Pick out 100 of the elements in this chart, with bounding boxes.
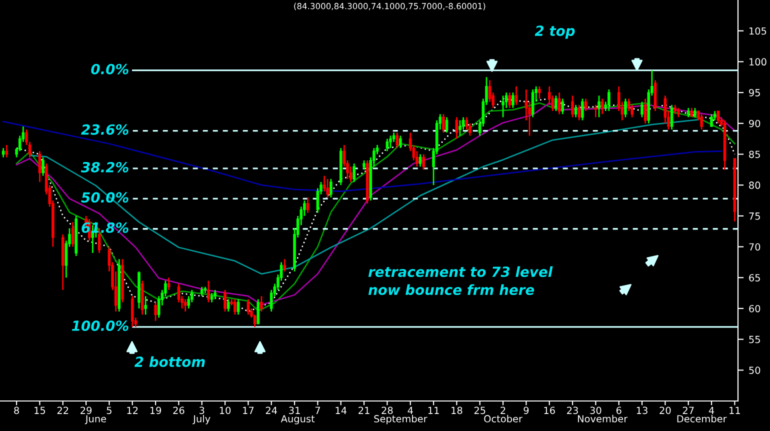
annotation: 23.6% [81, 124, 128, 135]
candlestick [581, 98, 584, 121]
candlestick [200, 286, 204, 297]
x2-tick-label: November [578, 414, 628, 422]
candlestick [710, 113, 713, 128]
candlestick [502, 94, 504, 118]
x-tick-label: 11 [428, 406, 439, 414]
x-tick-label: 29 [80, 406, 92, 414]
candlestick [574, 104, 578, 118]
candlestick [214, 289, 217, 300]
candlestick [531, 88, 534, 118]
annotation: 2 bottom [134, 356, 205, 368]
x-tick-label: 23 [567, 406, 578, 414]
candlestick [716, 110, 720, 124]
x2-tick-label: September [374, 414, 428, 424]
x-tick-label: 15 [34, 406, 46, 414]
x-tick-label: 30 [590, 406, 602, 414]
y-tick-label: 60 [749, 304, 760, 312]
candlestick [144, 295, 148, 316]
annotation: 100.0% [72, 320, 128, 331]
candlestick [670, 104, 674, 130]
candlestick [184, 298, 187, 312]
x-tick-label: 14 [336, 406, 347, 414]
y-tick-label: 55 [749, 336, 760, 344]
candlestick [234, 298, 236, 316]
candlestick [167, 276, 170, 291]
x2-tick-label: August [280, 415, 315, 424]
candlestick [42, 156, 44, 177]
x-tick-label: 24 [266, 406, 278, 414]
candlestick [362, 160, 366, 170]
candlestick [226, 298, 230, 312]
candlestick [2, 147, 5, 158]
candlestick [561, 98, 564, 115]
candlestick [207, 280, 210, 303]
annotation: now bounce frm here [368, 284, 534, 296]
candlestick [578, 104, 581, 121]
candlestick [508, 92, 512, 109]
candlestick [598, 94, 600, 118]
y-tick-label: 100 [749, 58, 766, 66]
candlestick [686, 107, 690, 118]
candlestick [538, 86, 541, 100]
candlestick [442, 113, 445, 134]
x-tick-label: 22 [57, 406, 68, 414]
x2-tick-label: June [84, 415, 106, 424]
chart-title: (84.3000,84.3000,74.1000,75.7000,-8.60001) [294, 2, 486, 10]
x-tick-label: 5 [106, 406, 112, 414]
candlestick [600, 98, 604, 115]
y-tick-label: 65 [749, 274, 760, 282]
x-tick-label: 18 [452, 406, 462, 414]
x-tick-label: 4 [408, 406, 413, 414]
y-tick-label: 50 [749, 366, 760, 374]
x-tick-label: 2 [500, 406, 506, 414]
y-tick-label: 105 [749, 27, 766, 35]
candlestick [571, 94, 574, 118]
candlestick [154, 302, 157, 322]
candlestick [5, 144, 8, 158]
candlestick [514, 86, 518, 106]
candlestick [326, 178, 330, 198]
candlestick [554, 94, 558, 112]
candlestick [256, 298, 260, 325]
candlestick [210, 292, 214, 303]
x-tick-label: 7 [315, 406, 320, 414]
candlestick [690, 107, 694, 118]
x2-tick-label: July [192, 414, 210, 424]
candlestick [677, 107, 680, 118]
y-tick-label: 75 [749, 212, 760, 220]
candlestick [700, 113, 704, 130]
x-tick-label: 6 [616, 406, 622, 414]
x-tick-label: 28 [382, 406, 393, 414]
y-tick-label: 85 [749, 150, 760, 158]
candlestick [396, 132, 399, 149]
y-tick-label: 70 [749, 243, 760, 251]
candlestick [674, 104, 677, 115]
y-tick-label: 90 [749, 120, 760, 128]
candlestick [283, 258, 286, 272]
candlestick [130, 295, 134, 328]
candlestick [224, 289, 226, 312]
annotation: 0.0% [91, 64, 128, 74]
candlestick [386, 138, 389, 152]
annotation: 38.2% [80, 162, 128, 172]
x-tick-label: 27 [682, 406, 694, 414]
annotation: 2 top [534, 26, 575, 39]
x2-tick-label: December [677, 414, 727, 422]
x-tick-label: 20 [660, 406, 671, 414]
x-tick-label: 21 [358, 406, 370, 414]
candlestick [399, 135, 402, 149]
x-tick-label: 19 [150, 406, 162, 414]
candlestick [694, 107, 696, 118]
x-tick-label: 3 [200, 406, 204, 414]
y-tick-label: 80 [749, 182, 760, 189]
candlestick [445, 116, 448, 134]
candlestick [458, 120, 462, 136]
candlestick [260, 295, 263, 312]
candlestick [512, 92, 514, 109]
line-series [2, 120, 722, 192]
candlestick [246, 298, 250, 316]
x-tick-label: 16 [544, 406, 555, 414]
x-tick-label: 8 [14, 406, 19, 414]
x2-tick-label: October [484, 414, 522, 422]
candlestick [640, 101, 644, 118]
